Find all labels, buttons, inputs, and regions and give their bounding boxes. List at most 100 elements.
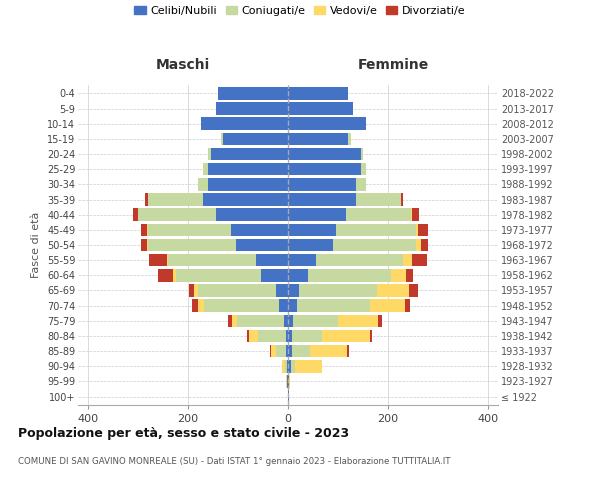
Bar xyxy=(158,269,173,281)
Bar xyxy=(335,224,415,236)
Bar xyxy=(409,284,418,296)
Bar xyxy=(271,345,275,358)
Bar xyxy=(288,224,335,236)
Bar xyxy=(288,102,353,115)
Bar xyxy=(198,284,275,296)
Bar xyxy=(316,254,403,266)
Bar xyxy=(378,314,382,327)
Bar xyxy=(355,194,401,205)
Bar xyxy=(148,224,230,236)
Bar xyxy=(223,132,288,145)
Bar xyxy=(288,132,348,145)
Bar xyxy=(288,314,293,327)
Bar xyxy=(258,330,286,342)
Bar xyxy=(166,254,168,266)
Bar xyxy=(348,132,350,145)
Bar xyxy=(288,194,355,205)
Bar xyxy=(208,178,288,190)
Bar xyxy=(377,284,409,296)
Bar xyxy=(286,345,288,358)
Bar xyxy=(215,208,288,221)
Bar xyxy=(338,314,378,327)
Bar xyxy=(297,300,370,312)
Bar xyxy=(288,330,292,342)
Bar xyxy=(279,300,288,312)
Bar xyxy=(176,269,260,281)
Text: Femmine: Femmine xyxy=(358,58,428,72)
Bar xyxy=(412,208,419,221)
Bar xyxy=(403,254,412,266)
Bar xyxy=(415,224,418,236)
Bar xyxy=(208,148,211,160)
Bar xyxy=(310,345,347,358)
Bar xyxy=(355,178,365,190)
Bar xyxy=(269,345,271,358)
Bar xyxy=(412,254,427,266)
Bar xyxy=(227,314,232,327)
Bar xyxy=(189,284,194,296)
Y-axis label: Fasce di età: Fasce di età xyxy=(31,212,41,278)
Bar xyxy=(361,163,365,175)
Bar xyxy=(256,254,288,266)
Bar xyxy=(200,118,288,130)
Bar xyxy=(168,254,256,266)
Bar xyxy=(346,208,410,221)
Bar xyxy=(415,239,421,251)
Bar xyxy=(282,360,284,372)
Bar xyxy=(249,330,258,342)
Bar xyxy=(284,314,288,327)
Bar xyxy=(401,194,403,205)
Bar xyxy=(194,284,198,296)
Bar xyxy=(284,360,287,372)
Bar xyxy=(370,300,404,312)
Text: Maschi: Maschi xyxy=(156,58,210,72)
Bar xyxy=(192,300,198,312)
Bar xyxy=(288,300,297,312)
Bar xyxy=(288,376,289,388)
Bar xyxy=(288,284,299,296)
Bar xyxy=(211,148,288,160)
Bar xyxy=(421,239,428,251)
Bar xyxy=(140,239,146,251)
Bar xyxy=(308,269,391,281)
Bar xyxy=(232,314,236,327)
Bar xyxy=(230,224,288,236)
Bar xyxy=(148,194,203,205)
Bar xyxy=(221,132,223,145)
Bar xyxy=(333,239,415,251)
Bar xyxy=(288,239,333,251)
Bar xyxy=(288,148,361,160)
Bar xyxy=(133,208,137,221)
Bar xyxy=(203,194,288,205)
Bar xyxy=(247,330,249,342)
Text: COMUNE DI SAN GAVINO MONREALE (SU) - Dati ISTAT 1° gennaio 2023 - Elaborazione T: COMUNE DI SAN GAVINO MONREALE (SU) - Dat… xyxy=(18,458,451,466)
Bar xyxy=(286,330,288,342)
Bar xyxy=(287,360,288,372)
Bar xyxy=(288,118,365,130)
Bar xyxy=(203,163,208,175)
Bar xyxy=(148,239,235,251)
Bar xyxy=(289,376,290,388)
Bar xyxy=(347,345,349,358)
Bar xyxy=(288,87,348,100)
Bar xyxy=(149,254,166,266)
Bar xyxy=(198,300,204,312)
Bar xyxy=(275,284,288,296)
Bar xyxy=(275,345,286,358)
Bar xyxy=(288,178,355,190)
Bar xyxy=(293,314,338,327)
Bar xyxy=(292,330,322,342)
Bar xyxy=(288,254,316,266)
Bar xyxy=(361,148,363,160)
Bar xyxy=(147,224,148,236)
Bar xyxy=(287,376,288,388)
Bar xyxy=(198,178,208,190)
Bar xyxy=(288,345,292,358)
Bar xyxy=(235,239,288,251)
Bar xyxy=(288,163,361,175)
Bar xyxy=(322,330,370,342)
Bar xyxy=(295,360,322,372)
Text: Popolazione per età, sesso e stato civile - 2023: Popolazione per età, sesso e stato civil… xyxy=(18,428,349,440)
Bar xyxy=(145,194,148,205)
Bar xyxy=(215,102,288,115)
